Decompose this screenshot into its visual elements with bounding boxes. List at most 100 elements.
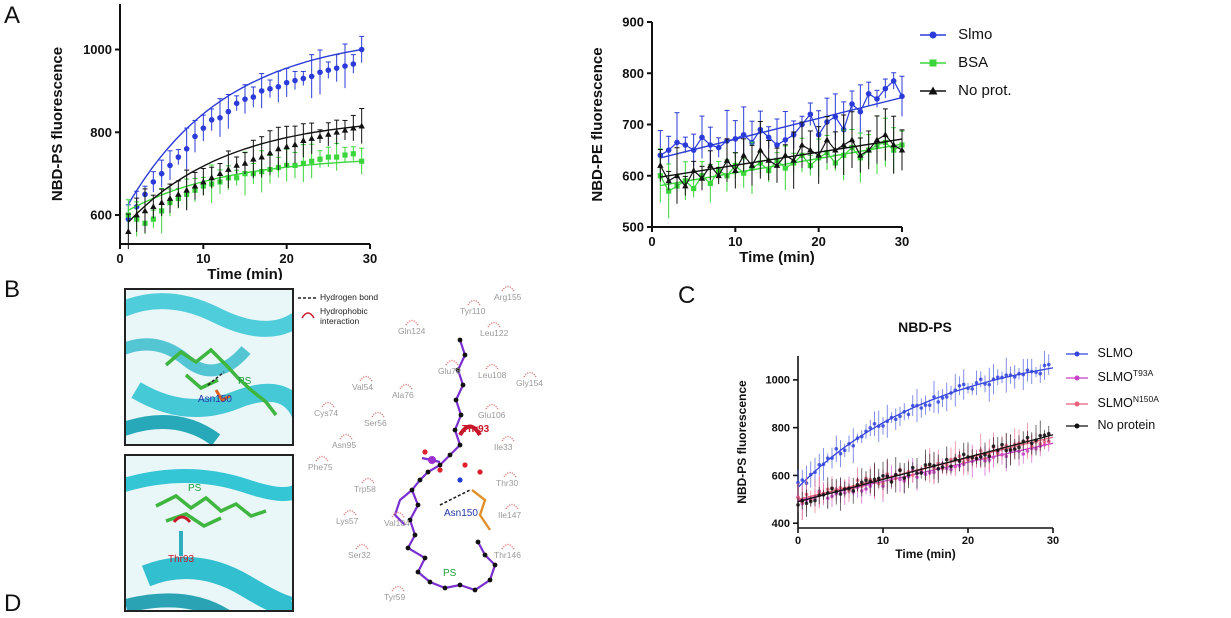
data-point: [1025, 435, 1030, 440]
data-point: [765, 156, 772, 163]
data-point: [242, 96, 248, 102]
data-point: [865, 90, 872, 97]
data-point: [893, 417, 898, 422]
data-point: [782, 151, 789, 158]
x-tick-label: 0: [116, 251, 123, 266]
data-point: [1004, 448, 1009, 453]
data-point: [342, 63, 348, 69]
data-point: [902, 476, 907, 480]
data-point: [691, 185, 697, 192]
data-point: [970, 387, 975, 391]
legend-sup-n150a: N150A: [1132, 394, 1159, 404]
panel-letter-a: A: [4, 2, 21, 29]
data-point: [358, 46, 365, 53]
carbon-atom: [409, 487, 415, 493]
data-point: [682, 182, 689, 189]
legend-marker-no-protein: [1066, 423, 1088, 429]
data-point: [275, 145, 282, 152]
legend-marker-no-prot: [920, 86, 946, 95]
chart-nbd-ps: 0 10 20 30 600 800 1000 Time (min) NBD-PS fluore…: [49, 4, 377, 280]
data-point: [923, 403, 928, 407]
data-point: [292, 162, 298, 168]
data-point: [872, 477, 877, 482]
data-point: [342, 152, 348, 158]
data-point: [1008, 448, 1013, 452]
legend-label-slmo-wt: SLMO: [1097, 346, 1133, 360]
oxygen-atom: [462, 462, 468, 468]
carbon-atom: [442, 585, 448, 591]
data-point: [974, 456, 979, 461]
data-point: [807, 111, 814, 118]
hydrophobic-arc-icon: [467, 299, 481, 306]
y-tick-label: 1000: [766, 375, 790, 387]
data-point: [868, 426, 873, 430]
ligplot-legend: Hydrogen bond Hydrophobic interaction: [298, 292, 398, 332]
data-point: [782, 165, 788, 171]
data-point: [150, 216, 156, 222]
x-tick-label: 10: [196, 251, 210, 266]
data-point: [834, 447, 839, 451]
y-axis-label: NBD-PE fluorescence: [589, 47, 606, 201]
data-point: [715, 144, 722, 151]
data-point: [350, 61, 357, 67]
y-axis-label: NBD-PS fluorescence: [49, 47, 66, 201]
data-point: [167, 162, 173, 169]
x-axis-label: Time (min): [207, 266, 283, 280]
data-point: [864, 478, 868, 483]
data-point: [872, 421, 877, 426]
hydrophobic-arc-path: [467, 299, 481, 306]
carbon-atom: [460, 382, 466, 388]
data-point: [987, 382, 992, 387]
data-point: [175, 190, 182, 197]
hydrogen-bond-line: [439, 489, 471, 506]
y-tick-label: 400: [772, 518, 790, 530]
residue-label: Arg155: [494, 292, 522, 302]
data-point: [125, 228, 132, 234]
data-point: [350, 151, 356, 157]
data-point: [234, 175, 240, 181]
data-point: [740, 131, 747, 138]
data-point: [665, 147, 672, 153]
data-point: [927, 403, 932, 408]
data-point: [936, 400, 941, 404]
data-point: [241, 159, 249, 166]
inset1-asn150-label: Asn150: [198, 394, 232, 405]
data-point: [830, 486, 834, 491]
chart-nbd-pe: 0 10 20 30 500 600 700 800 900 Time (min) NBD-PE f…: [589, 15, 909, 266]
y-tick-label: 800: [772, 423, 790, 435]
data-point: [275, 83, 282, 90]
data-point: [974, 380, 979, 385]
data-point: [150, 203, 157, 210]
fit-curve-0: [797, 367, 1054, 488]
y-tick-label: 700: [622, 117, 644, 132]
data-point: [851, 489, 856, 493]
data-point: [740, 151, 747, 158]
carbon-atom: [457, 582, 463, 588]
data-point: [1042, 363, 1047, 368]
fit-curve-3: [797, 434, 1054, 503]
data-point: [857, 108, 864, 115]
data-point: [665, 177, 672, 184]
data-point: [885, 474, 890, 479]
panel-letter-c: C: [678, 282, 696, 309]
data-point: [915, 471, 919, 476]
data-point: [957, 383, 962, 388]
legend-label-bsa: BSA: [958, 54, 989, 71]
data-point: [359, 158, 365, 164]
y-tick-label: 600: [90, 208, 112, 223]
data-point: [225, 108, 232, 115]
data-point: [208, 174, 215, 181]
data-point: [158, 170, 165, 177]
data-point: [815, 151, 822, 158]
data-point: [808, 499, 813, 504]
data-point: [807, 146, 814, 153]
x-axis-label: Time (min): [739, 249, 815, 266]
data-point: [308, 73, 315, 80]
data-point: [690, 167, 697, 174]
data-point: [898, 477, 902, 482]
data-point: [325, 130, 332, 137]
data-point: [690, 147, 697, 153]
y-tick-label: 800: [90, 125, 112, 140]
legend-item-no-prot: No prot.: [920, 82, 1012, 99]
data-point: [682, 142, 689, 148]
